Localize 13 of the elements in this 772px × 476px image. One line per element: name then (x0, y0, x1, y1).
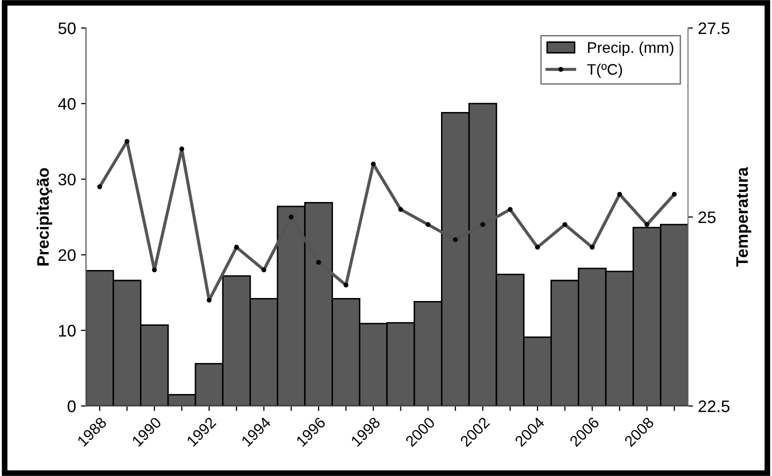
y2-axis-title: Temperatura (736, 167, 752, 267)
legend-label: Precip. (mm) (588, 42, 674, 56)
y2-tick-label: 22.5 (698, 400, 730, 412)
y-tick-label: 40 (58, 98, 76, 110)
y2-tick-label: 27.5 (698, 22, 730, 34)
y-tick-label: 0 (68, 400, 76, 412)
y2-tick-label: 25 (698, 211, 716, 224)
y-tick-label: 50 (58, 22, 76, 34)
legend-label: T(ºC) (587, 64, 622, 78)
y-tick-label: 30 (58, 174, 76, 186)
y-axis-title: Precipitação (36, 168, 52, 266)
y-tick-label: 10 (59, 324, 76, 337)
y-tick-label: 20 (58, 249, 76, 262)
